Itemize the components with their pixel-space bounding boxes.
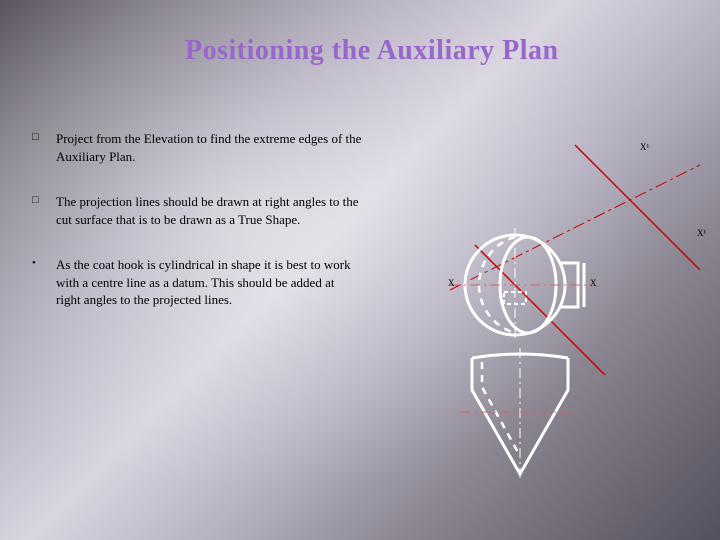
auxiliary-centre-line xyxy=(450,165,700,290)
x-marker: X xyxy=(448,278,455,288)
technical-diagram: X¹ X¹ X X xyxy=(420,100,710,520)
bullet-marker: □ xyxy=(32,193,56,228)
x-marker: X xyxy=(590,278,597,288)
projection-line xyxy=(575,145,700,270)
diagram-svg xyxy=(420,100,710,520)
list-item: □ The projection lines should be drawn a… xyxy=(32,193,362,228)
plan-view xyxy=(460,348,580,482)
bullet-list: □ Project from the Elevation to find the… xyxy=(32,130,362,337)
bullet-text: Project from the Elevation to find the e… xyxy=(56,130,362,165)
elevation-view xyxy=(450,228,592,342)
list-item: • As the coat hook is cylindrical in sha… xyxy=(32,256,362,309)
bullet-text: As the coat hook is cylindrical in shape… xyxy=(56,256,362,309)
bullet-marker: □ xyxy=(32,130,56,165)
bullet-marker: • xyxy=(32,256,56,309)
x-marker: X¹ xyxy=(640,142,649,152)
page-title: Positioning the Auxiliary Plan xyxy=(185,35,559,67)
list-item: □ Project from the Elevation to find the… xyxy=(32,130,362,165)
title-text: Positioning the Auxiliary Plan xyxy=(185,35,559,66)
x-marker: X¹ xyxy=(697,228,706,238)
bullet-text: The projection lines should be drawn at … xyxy=(56,193,362,228)
